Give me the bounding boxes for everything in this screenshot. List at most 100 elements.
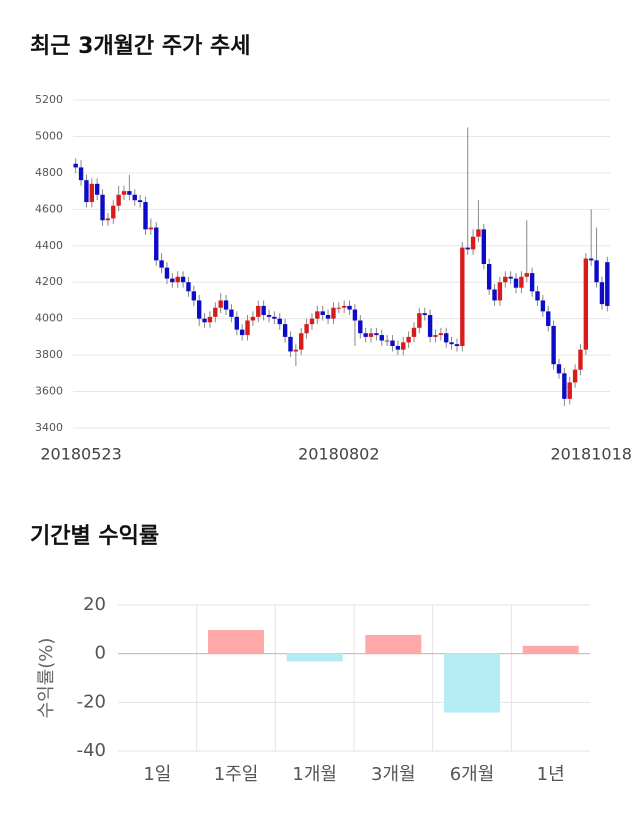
bar [207, 630, 265, 655]
candle-body [282, 324, 288, 337]
candle-body [105, 218, 111, 221]
y-tick-label: 4400 [35, 239, 63, 252]
candle-body [100, 194, 105, 221]
candle-body [599, 282, 605, 305]
candle-body [245, 320, 250, 336]
candle-body [454, 344, 460, 346]
candle-body [508, 276, 513, 279]
y-tick-label: -20 [77, 691, 106, 712]
candle-body [213, 307, 218, 317]
candle-body [320, 311, 325, 316]
candle-body [89, 183, 94, 203]
y-tick-label: 3800 [35, 348, 63, 361]
candle-body [481, 229, 487, 264]
candle-body [390, 340, 395, 346]
candle-body [223, 300, 229, 310]
candle-body [170, 278, 175, 283]
candle-body [180, 276, 186, 283]
candle-body [78, 167, 84, 181]
y-tick-label: 5000 [35, 129, 63, 142]
y-tick-label: -40 [77, 740, 106, 761]
candle-body [384, 340, 390, 342]
candle-body [513, 278, 519, 288]
candle-body [524, 273, 529, 277]
candle-body [594, 260, 599, 283]
candle-body [460, 247, 465, 346]
candle-body [164, 267, 170, 279]
x-tick-label: 6개월 [450, 764, 495, 785]
candle-body [358, 320, 363, 334]
candle-body [347, 305, 352, 310]
y-tick-label: 0 [95, 643, 106, 664]
candle-body [272, 316, 277, 319]
candle-body [567, 382, 572, 399]
candle-body [202, 318, 207, 323]
candle-body [449, 342, 454, 345]
candle-body [486, 264, 492, 290]
candle-body [352, 309, 358, 321]
candle-body [519, 276, 524, 288]
candle-body [229, 309, 234, 317]
candle-body [411, 327, 417, 337]
y-tick-label: 4600 [35, 202, 63, 215]
candle-body [159, 260, 164, 268]
candle-body [540, 300, 546, 312]
candle-body [121, 191, 127, 195]
candle-body [368, 333, 374, 337]
candle-body [556, 364, 562, 374]
candle-body [476, 229, 481, 237]
candle-body [438, 333, 444, 336]
candle-body [94, 183, 100, 195]
candle-body [583, 258, 589, 350]
y-tick-label: 5200 [35, 93, 63, 106]
candle-body [325, 315, 331, 319]
candle-body [374, 333, 379, 336]
candle-body [422, 313, 427, 316]
candle-body [465, 247, 470, 250]
candle-body [256, 305, 261, 317]
y-tick-label: 4800 [35, 166, 63, 179]
y-tick-label: 4000 [35, 312, 63, 325]
candle-body [551, 325, 556, 365]
candle-body [266, 315, 272, 317]
candle-body [293, 349, 299, 352]
y-tick-label: 3400 [35, 421, 63, 434]
candle-body [562, 373, 567, 399]
x-tick-label: 3개월 [371, 764, 416, 785]
candle-body [73, 163, 78, 168]
candle-body [84, 180, 89, 203]
candle-body [137, 200, 143, 203]
candle-body [427, 315, 433, 337]
x-tick-label: 1년 [537, 764, 565, 785]
candle-body [503, 276, 508, 283]
x-tick-label: 1개월 [292, 764, 337, 785]
candle-body [288, 336, 293, 352]
x-tick-label: 1주일 [214, 764, 259, 785]
candle-body [406, 336, 411, 343]
candle-body [191, 291, 197, 301]
candle-body [444, 333, 449, 343]
candle-body [143, 202, 148, 230]
candle-body [309, 318, 315, 325]
candle-body [127, 191, 132, 195]
candle-body [116, 194, 121, 206]
bar [365, 634, 422, 655]
y-axis-label: 수익률(%) [36, 638, 57, 719]
y-tick-label: 20 [83, 594, 106, 615]
candle-body [111, 205, 116, 219]
candle-body [218, 300, 223, 308]
candle-body [395, 346, 401, 350]
bar [286, 653, 343, 662]
candle-body [379, 335, 384, 341]
candle-body [529, 273, 535, 292]
candle-body [261, 305, 266, 316]
x-tick-label: 20180523 [40, 445, 121, 464]
candle-body [154, 227, 159, 261]
candle-body [470, 236, 476, 250]
bar [443, 653, 501, 713]
candle-body [207, 316, 213, 323]
candle-body [363, 333, 368, 337]
candle-body [492, 289, 497, 301]
candle-body [299, 333, 304, 350]
